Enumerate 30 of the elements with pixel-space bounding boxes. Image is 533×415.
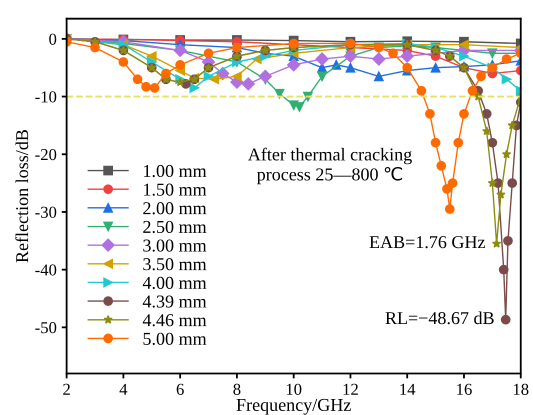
x-tick-label: 14 xyxy=(400,384,416,395)
x-tick-label: 12 xyxy=(344,384,358,395)
x-tick-label: 4 xyxy=(120,384,128,395)
legend-label: 3.00 mm xyxy=(143,239,206,252)
x-tick-label: 16 xyxy=(457,384,472,395)
y-tick-label: -10 xyxy=(35,91,56,103)
y-tick-label: -50 xyxy=(35,322,56,334)
legend-label: 4.39 mm xyxy=(142,295,206,308)
x-tick-label: 10 xyxy=(286,384,302,395)
x-tick-label: 18 xyxy=(514,384,528,395)
y-tick-label: -20 xyxy=(35,148,56,160)
legend-label: 5.00 mm xyxy=(144,332,206,345)
annotation: EAB=1.76 GHz xyxy=(370,236,486,248)
legend-label: 1.00 mm xyxy=(144,164,206,178)
legend-label: 4.46 mm xyxy=(142,314,206,326)
x-tick-label: 6 xyxy=(176,384,184,395)
legend-label: 1.50 mm xyxy=(144,184,206,196)
legend-label: 2.50 mm xyxy=(143,220,206,234)
annotation: After thermal cracking process 25—800 ℃ xyxy=(248,148,412,184)
legend-label: 3.50 mm xyxy=(143,258,206,270)
y-tick-label: 0 xyxy=(49,34,56,45)
y-axis-title: Reflection loss/dB xyxy=(15,130,28,263)
x-tick-label: 2 xyxy=(63,384,70,395)
annotation: RL=−48.67 dB xyxy=(385,311,494,324)
x-tick-label: 8 xyxy=(233,384,240,395)
legend-label: 2.00 mm xyxy=(143,202,206,214)
y-tick-label: -30 xyxy=(35,206,56,218)
x-axis-title: Frequency/GHz xyxy=(236,398,351,415)
legend-label: 4.00 mm xyxy=(142,276,206,290)
y-tick-label: -40 xyxy=(35,264,56,276)
